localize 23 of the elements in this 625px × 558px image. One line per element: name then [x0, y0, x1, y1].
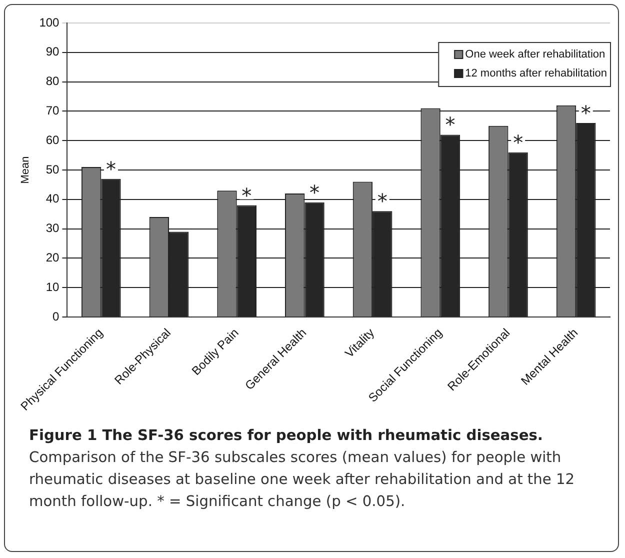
legend-label: One week after rehabilitation: [465, 48, 606, 61]
annotation: *: [377, 189, 388, 214]
y-tick-label: 60: [46, 132, 60, 147]
annotation: *: [445, 112, 456, 137]
text: Figure 1 The SF-36 scores for people with rheumatic diseases.: [29, 427, 543, 444]
y-axis-title: Mean: [20, 156, 32, 184]
annotation: *: [106, 156, 116, 181]
annotation: *: [242, 183, 252, 208]
y-tick-label: 70: [46, 104, 60, 118]
y-tick-label: 100: [39, 15, 60, 30]
annotation: *: [513, 130, 524, 154]
annotation: *: [580, 100, 591, 125]
y-tick-label: 10: [46, 280, 60, 294]
y-tick-label: 40: [46, 192, 60, 206]
y-tick-label: 90: [46, 44, 60, 59]
annotation: *: [310, 180, 320, 204]
legend-label: 12 months after rehabilitation: [465, 68, 608, 80]
y-tick-label: 30: [46, 221, 60, 236]
y-tick-label: 50: [46, 162, 60, 176]
text: Comparison of the SF-36 subscales scores (mean values) for people with rheumatic diseases at baseline one week after rehabilitation and at the 12 month follow-up. * = Significant change (p < 0.05).: [29, 448, 576, 512]
y-tick-label: 80: [46, 74, 60, 88]
y-tick-label: 0: [52, 309, 60, 324]
y-tick-label: 20: [46, 250, 60, 265]
